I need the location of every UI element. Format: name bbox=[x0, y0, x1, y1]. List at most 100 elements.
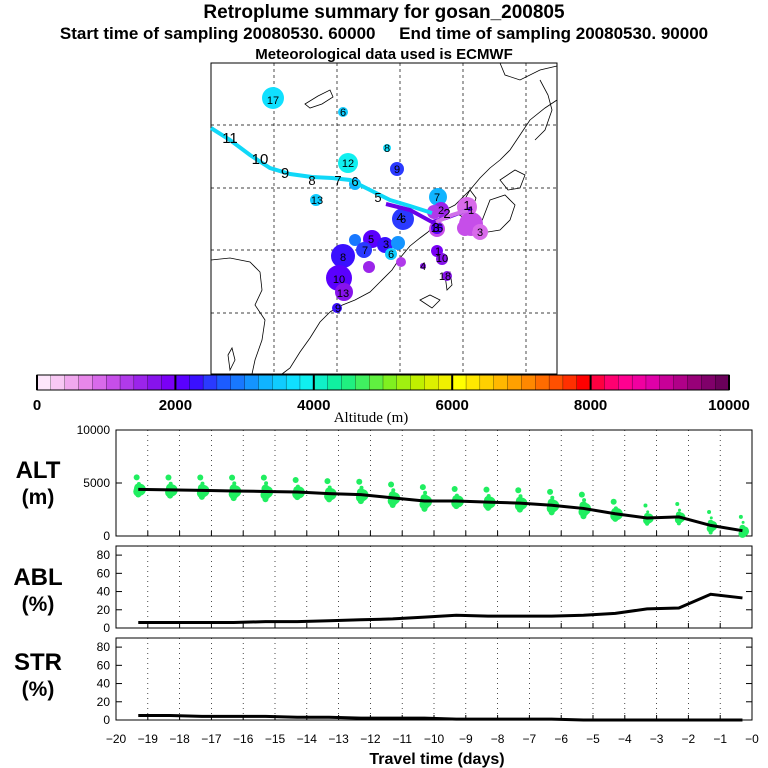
scatter-point bbox=[547, 488, 554, 495]
plume-cluster-marker bbox=[392, 208, 414, 230]
track-day-label: 8 bbox=[308, 173, 315, 188]
plume-cluster-marker bbox=[442, 271, 452, 281]
colorbar-cell bbox=[479, 374, 495, 391]
x-tick-label: −3 bbox=[650, 732, 664, 746]
cluster-day-label: 6 bbox=[340, 107, 346, 119]
plume-cluster-marker bbox=[390, 162, 404, 176]
scatter-point bbox=[580, 513, 587, 520]
scatter-point bbox=[421, 505, 428, 512]
scatter-point bbox=[423, 490, 428, 495]
colorbar-cell bbox=[452, 374, 467, 391]
colorbar-cell bbox=[562, 374, 578, 391]
cluster-day-label: 10 bbox=[436, 253, 448, 265]
colorbar-cell bbox=[396, 374, 412, 391]
scatter-point bbox=[260, 474, 267, 481]
plume-cluster-marker bbox=[331, 244, 355, 268]
scatter-point bbox=[168, 481, 173, 486]
colorbar-cell bbox=[216, 374, 232, 391]
scatter-point bbox=[515, 487, 522, 494]
colorbar-cell bbox=[369, 374, 384, 391]
colorbar-cell bbox=[618, 374, 633, 391]
centroid-track bbox=[209, 126, 473, 225]
scatter-point bbox=[419, 484, 426, 491]
x-tick-label: −11 bbox=[392, 732, 412, 746]
colorbar-cell bbox=[175, 374, 190, 391]
plume-cluster-marker bbox=[429, 188, 447, 206]
colorbar-cell bbox=[659, 374, 675, 391]
scatter-point bbox=[518, 494, 523, 499]
cluster-day-label: 6 bbox=[400, 214, 406, 226]
scatter-point bbox=[578, 491, 585, 498]
scatter-point bbox=[136, 481, 141, 486]
series-line-str bbox=[138, 713, 743, 722]
cluster-day-label: 13 bbox=[337, 288, 349, 300]
cluster-day-label: 10 bbox=[333, 274, 345, 286]
scatter-point bbox=[451, 486, 458, 493]
x-tick-label: −14 bbox=[297, 732, 318, 746]
scatter-point bbox=[295, 484, 300, 489]
scatter-point bbox=[359, 485, 364, 490]
x-tick-label: −0 bbox=[745, 732, 759, 746]
colorbar-cell bbox=[244, 374, 259, 391]
scatter-point bbox=[707, 510, 712, 515]
colorbar-cell bbox=[687, 374, 702, 391]
scatter-point bbox=[610, 498, 617, 505]
scatter-point bbox=[356, 478, 363, 485]
colorbar-cell bbox=[92, 374, 107, 391]
cluster-day-label: 4 bbox=[420, 261, 426, 273]
plume-cluster-marker bbox=[457, 220, 473, 236]
panel-label: (%) bbox=[22, 593, 55, 616]
cluster-day-label: 8 bbox=[384, 143, 390, 155]
track-day-label: 3 bbox=[432, 220, 439, 235]
scatter-point bbox=[453, 503, 460, 510]
colorbar-cell bbox=[673, 374, 689, 391]
colorbar-cell bbox=[50, 374, 66, 391]
map-frame bbox=[210, 62, 558, 375]
cluster-day-label: 7 bbox=[434, 192, 440, 204]
plume-cluster-marker bbox=[385, 248, 397, 260]
colorbar-cell bbox=[590, 374, 605, 391]
plume-cluster-marker bbox=[431, 222, 443, 234]
cluster-day-label: 15 bbox=[431, 223, 443, 235]
scatter-point bbox=[167, 492, 174, 499]
scatter-point bbox=[613, 506, 618, 511]
scatter-point bbox=[391, 488, 396, 493]
altitude-scatter bbox=[133, 474, 750, 538]
x-tick-label: −19 bbox=[138, 732, 159, 746]
panel-label: (%) bbox=[22, 678, 55, 701]
plume-cluster-marker bbox=[383, 144, 391, 152]
x-tick-label: −6 bbox=[554, 732, 568, 746]
x-tick-label: −18 bbox=[169, 732, 190, 746]
colorbar-cell bbox=[521, 374, 536, 391]
y-tick-label: 40 bbox=[97, 677, 111, 691]
scatter-point bbox=[646, 510, 650, 514]
scatter-point bbox=[357, 498, 364, 505]
plume-cluster-marker bbox=[356, 242, 372, 258]
colorbar-cell bbox=[548, 374, 564, 391]
end-time-label: End time of sampling 20080530. 90000 bbox=[399, 24, 709, 43]
scatter-point bbox=[548, 509, 555, 516]
colorbar-cell bbox=[535, 374, 550, 391]
colorbar-cell bbox=[604, 374, 619, 391]
met-data-label: Meteorological data used is ECMWF bbox=[255, 46, 513, 63]
x-tick-label: −15 bbox=[265, 732, 286, 746]
panel-label: STR bbox=[14, 649, 62, 676]
colorbar-cell bbox=[645, 374, 661, 391]
plume-cluster-marker bbox=[335, 283, 353, 301]
panel-alt: 0 5000 10000 ALT(m) bbox=[16, 423, 753, 543]
scatter-point bbox=[198, 493, 205, 500]
scatter-point bbox=[229, 474, 236, 481]
x-tick-label: −4 bbox=[618, 732, 632, 746]
plume-cluster-marker bbox=[262, 87, 284, 109]
y-tick-label: 20 bbox=[97, 603, 111, 617]
cluster-day-label: 3 bbox=[383, 239, 389, 251]
y-tick-label: 0 bbox=[103, 713, 110, 727]
scatter-point bbox=[133, 474, 140, 481]
panel-str: 0 20 40 60 80 STR(%) bbox=[14, 637, 753, 727]
track-day-label: 4 bbox=[396, 210, 403, 225]
plume-cluster-marker bbox=[338, 153, 358, 173]
cluster-day-label: 12 bbox=[342, 158, 354, 170]
scatter-point bbox=[675, 502, 680, 507]
